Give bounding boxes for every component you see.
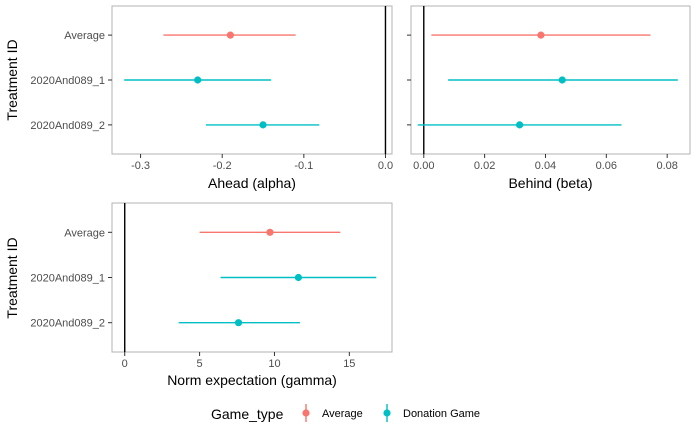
x-tick-label: 0.08 bbox=[656, 160, 677, 172]
y-tick-label: 2020And089_2 bbox=[30, 318, 105, 330]
x-tick-label: 0 bbox=[122, 358, 128, 370]
x-axis-title: Norm expectation (gamma) bbox=[167, 372, 337, 388]
legend-key-point bbox=[383, 409, 391, 417]
data-point bbox=[259, 121, 267, 129]
x-axis-title: Behind (beta) bbox=[508, 175, 592, 191]
chart-panel-1: -0.3 -0.2 -0.1 0.0 Average 2020And089_1 2020An… bbox=[4, 5, 393, 191]
data-point bbox=[558, 76, 566, 84]
chart-panel-2: 0.00 0.02 0.04 0.06 0.08 Behind (beta) bbox=[407, 5, 691, 191]
data-point bbox=[226, 31, 234, 39]
data-point bbox=[266, 228, 274, 236]
legend-key-point bbox=[302, 409, 310, 417]
x-tick-label: 15 bbox=[343, 358, 355, 370]
data-point bbox=[294, 273, 303, 282]
chart-panel-3: 0 5 10 15 Average 2020And089_1 2020And089_2 Nor… bbox=[4, 202, 393, 388]
legend-label: Donation Game bbox=[403, 408, 480, 420]
x-tick-label: 5 bbox=[197, 358, 203, 370]
legend-title: Game_type bbox=[211, 406, 284, 422]
x-tick-label: 0.00 bbox=[413, 160, 434, 172]
data-point bbox=[537, 31, 545, 39]
x-tick-label: -0.2 bbox=[213, 160, 232, 172]
legend: Game_type Average Donation Game bbox=[211, 404, 480, 422]
x-axis-title: Ahead (alpha) bbox=[208, 175, 296, 191]
data-point bbox=[234, 319, 243, 327]
y-tick-label: 2020And089_1 bbox=[30, 273, 105, 285]
x-tick-label: 0.0 bbox=[378, 160, 393, 172]
x-tick-label: 0.04 bbox=[535, 160, 556, 172]
x-tick-label: 10 bbox=[268, 358, 280, 370]
y-tick-label: 2020And089_2 bbox=[30, 120, 105, 132]
y-axis-title: Treatment ID bbox=[4, 237, 20, 318]
y-axis-title: Treatment ID bbox=[4, 39, 20, 120]
legend-label: Average bbox=[322, 408, 363, 420]
y-tick-label: 2020And089_1 bbox=[30, 75, 105, 87]
data-point bbox=[516, 121, 524, 129]
x-tick-label: 0.02 bbox=[474, 160, 495, 172]
y-tick-label: Average bbox=[64, 30, 105, 42]
x-tick-label: 0.06 bbox=[596, 160, 617, 172]
y-tick-label: Average bbox=[64, 227, 105, 239]
x-tick-label: -0.3 bbox=[131, 160, 150, 172]
x-tick-label: -0.1 bbox=[294, 160, 313, 172]
data-point bbox=[194, 76, 202, 84]
